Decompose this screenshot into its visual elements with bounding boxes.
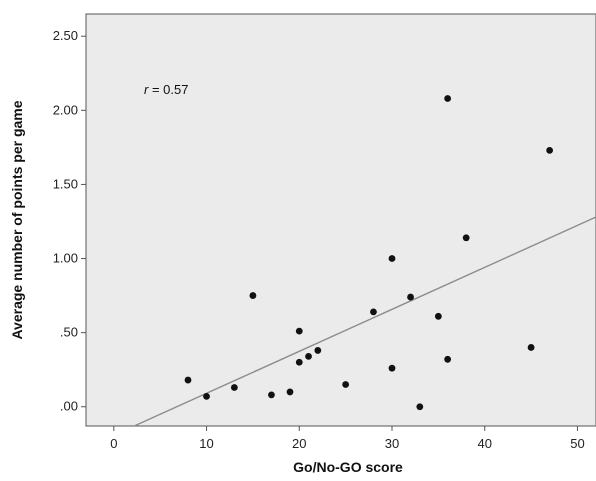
data-point: [305, 352, 312, 360]
data-point: [407, 293, 414, 301]
data-point: [527, 344, 535, 351]
data-point: [286, 388, 294, 396]
data-point: [370, 308, 377, 316]
data-point: [462, 234, 470, 242]
data-point: [184, 376, 192, 384]
y-axis-title: Average number of points per game: [9, 100, 25, 339]
data-point: [342, 381, 350, 388]
data-point: [388, 255, 396, 262]
data-point: [295, 327, 303, 335]
annotation-r: r: [144, 82, 149, 97]
x-tick-label: 10: [199, 436, 213, 451]
data-point: [249, 292, 257, 299]
x-tick-label: 20: [292, 436, 306, 451]
x-tick-label: 0: [110, 436, 117, 451]
y-tick-label: 1.50: [53, 176, 78, 191]
y-axis: .00 .50 1.00 1.50 2.00 2.50: [53, 28, 86, 414]
x-tick-label: 30: [385, 436, 399, 451]
data-point: [444, 355, 452, 363]
x-tick-label: 50: [570, 436, 584, 451]
data-point: [416, 403, 424, 411]
data-point: [388, 364, 396, 372]
data-point: [295, 358, 303, 366]
plot-area: [85, 13, 596, 427]
annotation-value: = 0.57: [148, 82, 188, 97]
data-points: [184, 95, 554, 411]
x-axis: 0 10 20 30 40 50: [110, 426, 585, 451]
y-tick-label: 2.00: [53, 102, 78, 117]
y-tick-label: .00: [60, 399, 78, 414]
correlation-annotation: r = 0.57: [144, 82, 188, 97]
y-tick-label: 1.00: [53, 251, 78, 266]
data-point: [546, 146, 554, 154]
data-point: [444, 95, 452, 102]
y-tick-label: .50: [60, 325, 78, 340]
fit-line: [133, 216, 596, 427]
data-point: [434, 312, 442, 320]
data-point: [314, 347, 322, 354]
x-tick-label: 40: [477, 436, 491, 451]
data-point: [203, 392, 210, 400]
x-axis-title: Go/No-GO score: [293, 459, 403, 475]
y-tick-label: 2.50: [53, 28, 78, 43]
data-point: [230, 384, 238, 391]
data-point: [268, 391, 275, 399]
